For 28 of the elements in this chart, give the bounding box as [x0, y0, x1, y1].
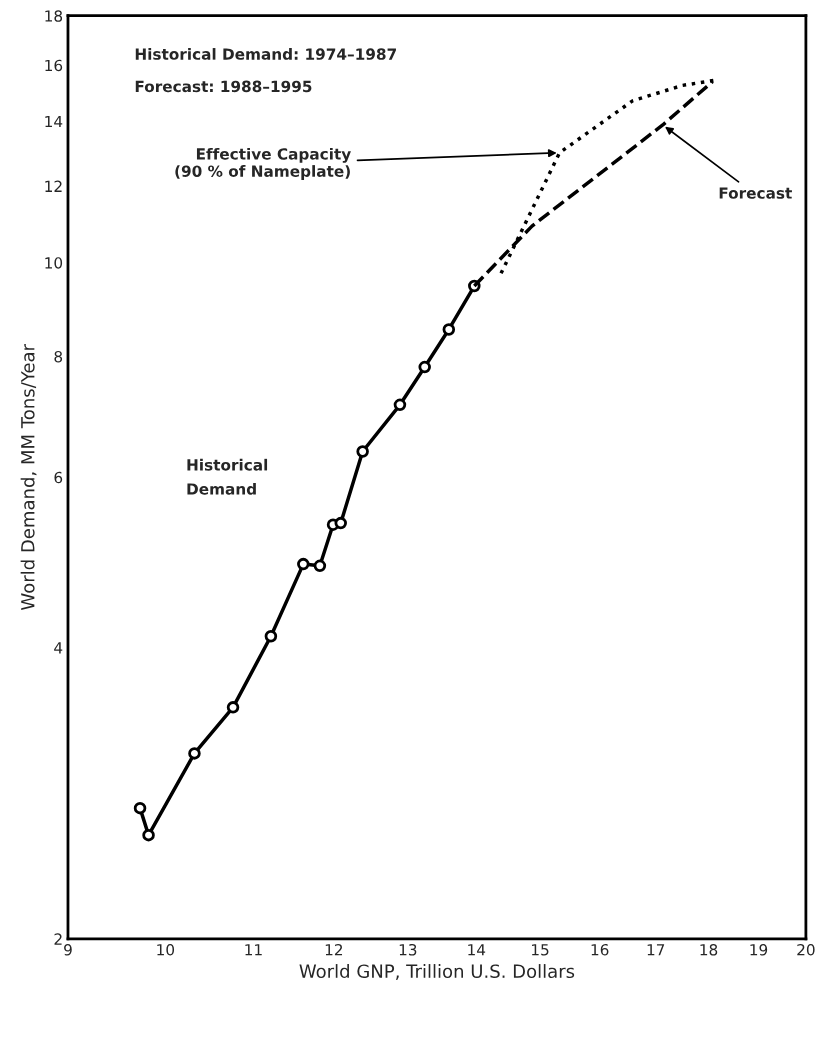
x-axis-title: World GNP, Trillion U.S. Dollars [299, 964, 575, 980]
x-tick-label: 11 [245, 944, 262, 956]
x-tick-label: 9 [64, 943, 72, 956]
annotation: Effective Capacity (90 % of Nameplate) [175, 147, 351, 180]
x-tick-label: 10 [157, 943, 175, 956]
y-tick-label: 4 [54, 642, 63, 654]
y-tick-label: 2 [54, 933, 62, 945]
y-axis-title: World Demand, MM Tons/Year [20, 344, 37, 610]
y-tick-label: 16 [45, 59, 63, 72]
annotation: Forecast [719, 187, 792, 199]
x-tick-label: 15 [532, 944, 549, 956]
x-tick-label: 12 [325, 943, 343, 956]
x-tick-label: 16 [591, 943, 609, 956]
x-tick-label: 20 [797, 943, 815, 956]
y-tick-label: 12 [45, 180, 62, 192]
x-tick-label: 19 [750, 943, 768, 956]
x-tick-label: 14 [468, 944, 486, 956]
y-tick-label: 18 [45, 10, 63, 22]
annotation: Historical Demand: 1974–1987 [135, 48, 396, 60]
y-tick-label: 6 [54, 471, 63, 484]
y-tick-label: 8 [54, 350, 63, 363]
x-tick-label: 17 [647, 944, 665, 956]
annotation: Forecast: 1988–1995 [135, 80, 312, 93]
annotation: Historical Demand [187, 458, 268, 495]
x-tick-label: 13 [399, 943, 417, 956]
y-tick-label: 14 [45, 115, 63, 128]
x-tick-label: 18 [700, 943, 718, 956]
y-tick-label: 10 [45, 257, 63, 269]
